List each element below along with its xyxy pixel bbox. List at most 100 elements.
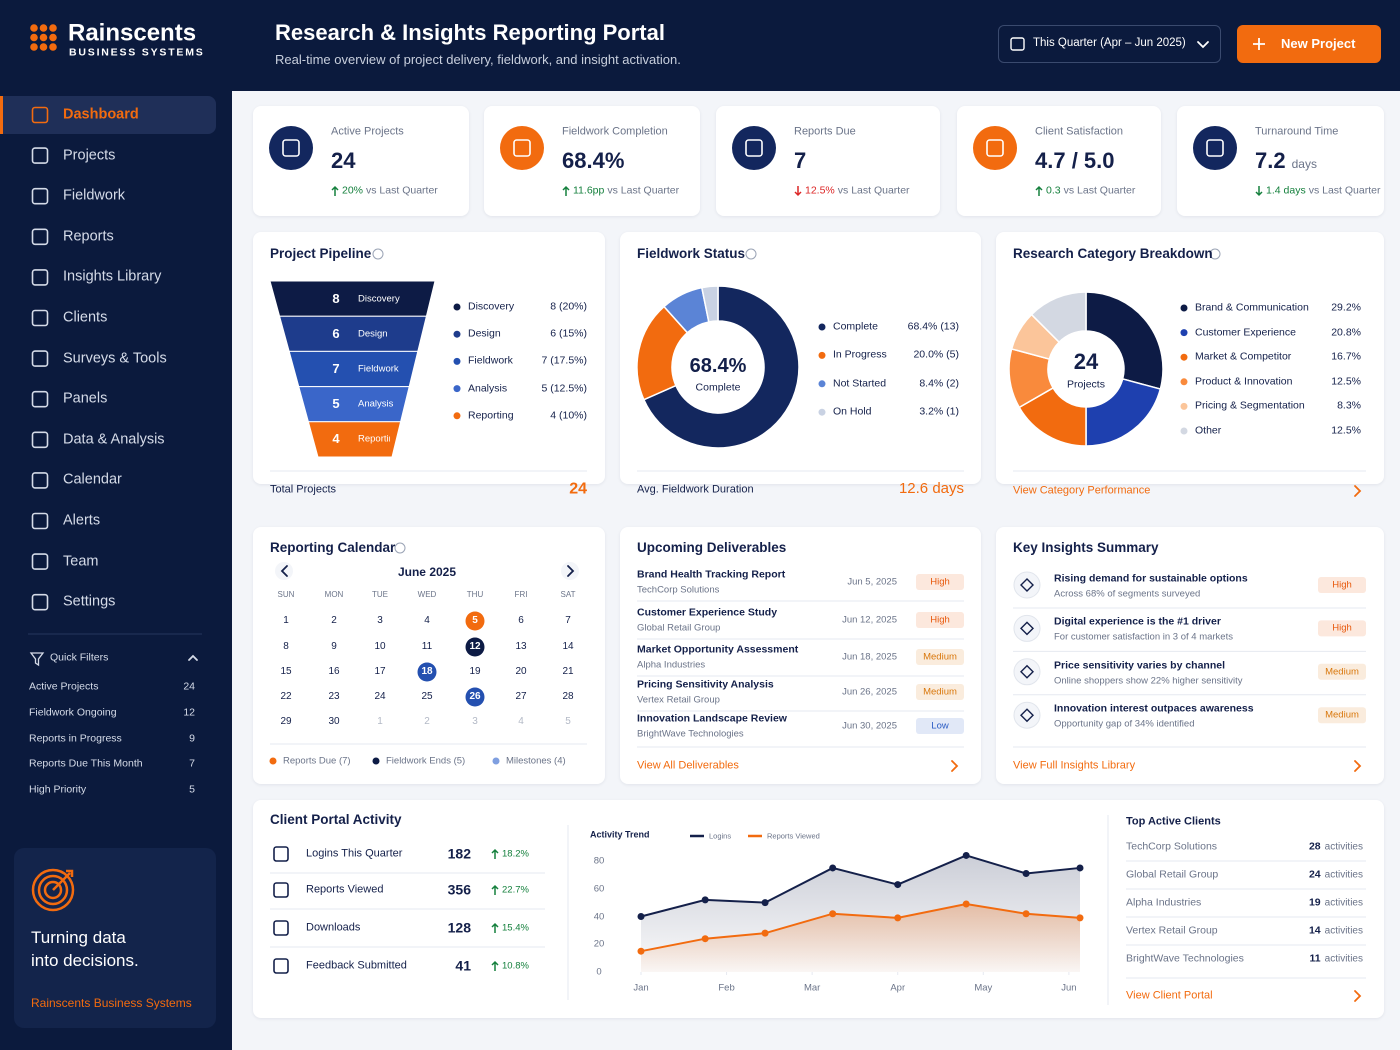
deliverable-title[interactable]: Pricing Sensitivity Analysis (637, 678, 774, 691)
calendar-day[interactable]: 24 (374, 691, 386, 702)
nav-item[interactable]: Dashboard (63, 106, 139, 123)
kpi-number: 24 (331, 147, 356, 173)
legend-value: 8.4% (2) (919, 377, 959, 390)
nav-button[interactable] (561, 562, 579, 580)
page-title: Research & Insights Reporting Portal (275, 19, 665, 45)
filter-item[interactable]: Active Projects (29, 680, 99, 693)
nav-item[interactable]: Alerts (63, 512, 101, 529)
deliverable-title[interactable]: Brand Health Tracking Report (637, 568, 786, 581)
link[interactable]: View Full Insights Library (1013, 759, 1136, 772)
calendar-day[interactable]: 18 (421, 666, 433, 677)
button-label[interactable]: New Project (1281, 36, 1356, 52)
calendar-day[interactable]: 27 (515, 691, 527, 702)
nav-item[interactable]: Clients (63, 309, 108, 326)
icon (31, 106, 49, 124)
deliverable-client: BrightWave Technologies (637, 728, 744, 740)
promo-link[interactable]: Rainscents Business Systems (31, 995, 192, 1010)
deliverable-title[interactable]: Customer Experience Study (637, 606, 778, 619)
nav-item[interactable]: Projects (63, 146, 116, 163)
calendar-day[interactable]: 13 (515, 641, 527, 652)
calendar-day[interactable]: 14 (562, 641, 574, 652)
legend-value: 29.2% (1331, 301, 1361, 314)
nav-item[interactable]: Calendar (63, 471, 122, 488)
deliverable-client: Global Retail Group (637, 622, 721, 634)
point (1076, 914, 1084, 922)
delta-value: 0.3 (1046, 184, 1061, 197)
y-tick-label: 20 (593, 938, 605, 950)
calendar-day[interactable]: 5 (472, 615, 478, 626)
kpi-label: Reports Due (794, 125, 856, 138)
legend-value: 8 (20%) (550, 300, 587, 313)
nav-item[interactable]: Insights Library (63, 268, 162, 285)
activity-unit: activities (1324, 869, 1363, 881)
calendar-day[interactable]: 28 (562, 691, 574, 702)
legend-value: 20.8% (1331, 326, 1361, 339)
legend-dot (453, 303, 461, 311)
nav-item[interactable]: Settings (63, 593, 116, 610)
calendar-day[interactable]: 5 (565, 716, 571, 727)
link[interactable]: View All Deliverables (637, 759, 739, 772)
calendar-day[interactable]: 25 (421, 691, 433, 702)
filter-item[interactable]: Reports in Progress (29, 732, 122, 745)
calendar-day[interactable]: 4 (424, 615, 430, 626)
y-tick-label: 60 (593, 883, 605, 895)
calendar-day[interactable]: 15 (280, 666, 292, 677)
filter-item[interactable]: Fieldwork Ongoing (29, 706, 117, 719)
calendar-day[interactable]: 26 (469, 691, 481, 702)
calendar-day[interactable]: 1 (283, 615, 289, 626)
calendar-day[interactable]: 20 (515, 666, 527, 677)
nav-item[interactable]: Reports (63, 228, 114, 245)
link[interactable]: View Category Performance (1013, 484, 1151, 497)
priority-badge (916, 649, 964, 665)
calendar-day[interactable]: 17 (374, 666, 386, 677)
calendar-day[interactable]: 22 (280, 691, 292, 702)
calendar-day[interactable]: 11 (421, 641, 433, 652)
calendar-day[interactable]: 8 (283, 641, 289, 652)
nav-button[interactable] (275, 562, 293, 580)
calendar-day[interactable]: 19 (469, 666, 481, 677)
legend-dot (453, 357, 461, 365)
calendar-day[interactable]: 30 (328, 716, 340, 727)
link[interactable]: View Client Portal (1126, 989, 1213, 1002)
insight-icon (1013, 571, 1041, 599)
calendar-day[interactable]: 3 (472, 716, 478, 727)
calendar-day[interactable]: 6 (518, 615, 524, 626)
donut-segment (642, 285, 800, 449)
calendar-day[interactable]: 29 (280, 716, 292, 727)
calendar-day[interactable]: 16 (328, 666, 340, 677)
calendar-day[interactable]: 7 (565, 615, 571, 626)
period-select[interactable] (998, 25, 1221, 63)
legend-dot (1180, 402, 1188, 410)
calendar-day[interactable]: 21 (562, 666, 574, 677)
calendar-day[interactable]: 1 (377, 716, 383, 727)
insight-icon (1013, 701, 1041, 729)
calendar-day[interactable]: 10 (374, 641, 386, 652)
calendar-day[interactable]: 2 (331, 615, 337, 626)
calendar-day[interactable]: 12 (469, 641, 481, 652)
icon (31, 147, 49, 164)
calendar-day[interactable]: 2 (424, 716, 430, 727)
legend-dot (453, 330, 461, 338)
funnel-value: 6 (332, 326, 340, 341)
nav-item[interactable]: Fieldwork (63, 187, 126, 204)
filter-item[interactable]: High Priority (29, 783, 87, 796)
nav-item[interactable]: Data & Analysis (63, 431, 165, 448)
kpi-number: 7 (794, 147, 807, 173)
filter-item[interactable]: Reports Due This Month (29, 758, 143, 771)
calendar-day[interactable]: 3 (377, 615, 383, 626)
line (640, 902, 1081, 953)
nav-item[interactable]: Panels (63, 390, 108, 407)
deliverable-title[interactable]: Market Opportunity Assessment (637, 643, 799, 656)
deliverable-date: Jun 26, 2025 (842, 686, 897, 698)
nav-item[interactable]: Surveys & Tools (63, 349, 167, 366)
weekday: FRI (514, 590, 528, 600)
y-tick-label: 40 (593, 910, 605, 922)
period-label[interactable]: This Quarter (Apr – Jun 2025) (1033, 37, 1186, 50)
calendar-day[interactable]: 4 (518, 716, 524, 727)
point (701, 935, 709, 943)
calendar-day[interactable]: 23 (328, 691, 340, 702)
deliverable-title[interactable]: Innovation Landscape Review (637, 712, 787, 725)
nav-item[interactable]: Team (63, 552, 99, 569)
calendar-day[interactable]: 9 (331, 641, 337, 652)
quick-filters-title: Quick Filters (50, 651, 109, 664)
